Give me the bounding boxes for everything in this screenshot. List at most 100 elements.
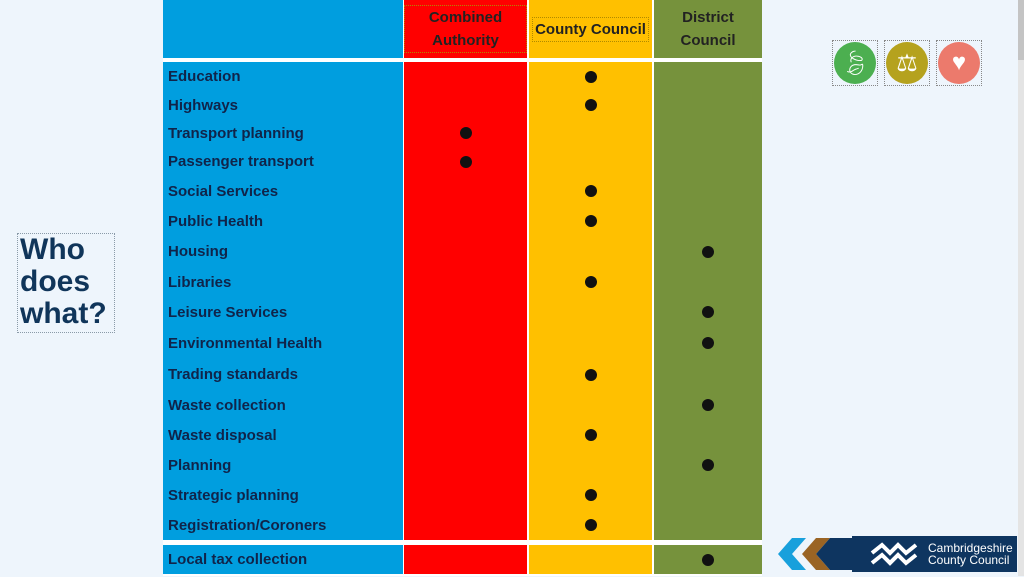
cell-ca — [404, 420, 527, 450]
service-label: Leisure Services — [163, 297, 403, 327]
cell-dc — [654, 510, 762, 540]
cell-cc — [529, 119, 652, 147]
waves-icon — [870, 542, 918, 566]
cell-dc — [654, 176, 762, 206]
service-label: Strategic planning — [163, 480, 403, 510]
service-label: Local tax collection — [163, 545, 403, 574]
responsibility-dot-icon — [584, 429, 597, 441]
cell-ca — [404, 91, 527, 119]
service-label: Registration/Coroners — [163, 510, 403, 540]
cell-dc — [654, 327, 762, 359]
header-cc: County Council — [529, 0, 652, 58]
scrollbar-thumb[interactable] — [1018, 0, 1024, 60]
cell-ca — [404, 119, 527, 147]
service-label: Social Services — [163, 176, 403, 206]
cell-dc — [654, 297, 762, 327]
service-label: Highways — [163, 91, 403, 119]
responsibility-dot-icon — [584, 99, 597, 111]
service-label: Housing — [163, 236, 403, 267]
header-dc-label: District Council — [680, 9, 736, 49]
responsibility-dot-icon — [584, 368, 597, 381]
responsibility-dot-icon — [702, 306, 714, 318]
service-label: Passenger transport — [163, 147, 403, 176]
responsibility-dot-icon — [459, 127, 472, 139]
service-label: Environmental Health — [163, 327, 403, 359]
cell-cc — [529, 147, 652, 176]
service-label: Public Health — [163, 206, 403, 236]
responsibility-table: Combined Authority County Council District… — [163, 0, 762, 576]
responsibility-dot-icon — [584, 519, 597, 531]
cell-dc — [654, 359, 762, 390]
service-label: Planning — [163, 450, 403, 480]
header-dc: District Council — [654, 0, 762, 58]
cell-dc — [654, 390, 762, 420]
cambridgeshire-logo: Cambridgeshire County Council — [772, 536, 1017, 572]
cell-cc — [529, 236, 652, 267]
cell-ca — [404, 147, 527, 176]
cell-ca — [404, 267, 527, 297]
cell-cc — [529, 267, 652, 297]
responsibility-dot-icon — [702, 245, 714, 258]
cell-dc — [654, 91, 762, 119]
responsibility-dot-icon — [702, 553, 714, 566]
cell-cc — [529, 91, 652, 119]
header-ca: Combined Authority — [404, 0, 527, 58]
cell-cc — [529, 390, 652, 420]
header-label — [163, 0, 403, 58]
scales-icon: ⚖︎ — [884, 40, 930, 86]
cell-cc — [529, 450, 652, 480]
responsibility-dot-icon — [584, 489, 597, 501]
cell-ca — [404, 390, 527, 420]
service-label: Transport planning — [163, 119, 403, 147]
responsibility-dot-icon — [459, 155, 472, 168]
heart-cycle-icon: ♥︎ — [936, 40, 982, 86]
cell-ca — [404, 236, 527, 267]
responsibility-dot-icon — [702, 337, 714, 349]
cell-ca — [404, 327, 527, 359]
responsibility-dot-icon — [702, 459, 714, 471]
logo-line1: Cambridgeshire — [928, 541, 1013, 555]
cell-dc — [654, 147, 762, 176]
cell-cc — [529, 297, 652, 327]
service-label: Libraries — [163, 267, 403, 297]
cell-ca — [404, 359, 527, 390]
cell-ca — [404, 545, 527, 574]
cell-dc — [654, 480, 762, 510]
cell-dc — [654, 62, 762, 91]
cell-dc — [654, 119, 762, 147]
values-icons: 🍃︎ ⚖︎ ♥︎ — [832, 40, 982, 86]
cell-dc — [654, 267, 762, 297]
responsibility-dot-icon — [702, 399, 714, 411]
cell-cc — [529, 420, 652, 450]
responsibility-dot-icon — [584, 276, 597, 288]
cell-ca — [404, 480, 527, 510]
cell-dc — [654, 236, 762, 267]
cell-dc — [654, 450, 762, 480]
cell-cc — [529, 510, 652, 540]
cell-cc — [529, 327, 652, 359]
logo-line2: County Council — [928, 553, 1010, 567]
cell-ca — [404, 450, 527, 480]
cell-cc — [529, 206, 652, 236]
chevrons-icon — [772, 536, 852, 572]
slide-title: Who does what? — [17, 233, 115, 333]
service-label: Trading standards — [163, 359, 403, 390]
cell-cc — [529, 545, 652, 574]
cell-cc — [529, 62, 652, 91]
cell-ca — [404, 297, 527, 327]
service-label: Waste disposal — [163, 420, 403, 450]
responsibility-dot-icon — [584, 215, 597, 227]
cell-ca — [404, 206, 527, 236]
cell-dc — [654, 206, 762, 236]
scrollbar[interactable] — [1018, 0, 1024, 576]
cell-ca — [404, 176, 527, 206]
responsibility-dot-icon — [584, 70, 597, 83]
cell-ca — [404, 62, 527, 91]
cell-dc — [654, 545, 762, 574]
service-label: Waste collection — [163, 390, 403, 420]
header-ca-label: Combined Authority — [404, 5, 527, 53]
responsibility-dot-icon — [584, 185, 597, 197]
cell-ca — [404, 510, 527, 540]
cell-dc — [654, 420, 762, 450]
cell-cc — [529, 176, 652, 206]
